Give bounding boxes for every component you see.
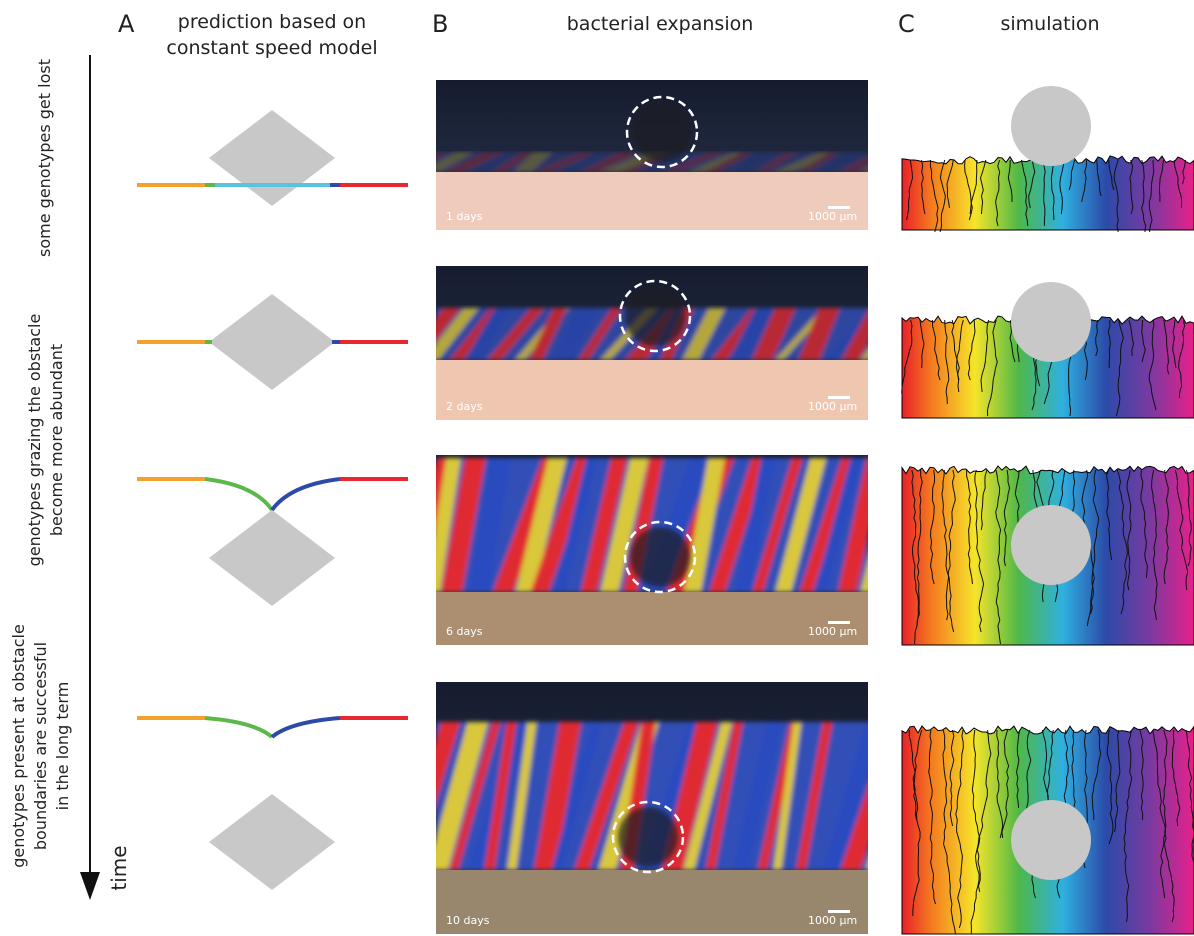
- row-label: genotypes grazing the obstacle: [25, 314, 44, 567]
- micrograph: 2 days 1000 μm: [405, 266, 908, 420]
- row-label: boundaries are successful: [31, 642, 50, 850]
- scale-label: 1000 μm: [808, 400, 857, 413]
- agar: [436, 360, 868, 420]
- micrograph: 10 days 1000 μm: [397, 682, 921, 934]
- row-label: become more abundant: [47, 344, 66, 536]
- row-label: in the long term: [53, 682, 72, 811]
- panel-a: [137, 110, 408, 890]
- panel-heading: simulation: [1000, 13, 1099, 35]
- panel-heading: constant speed model: [166, 37, 377, 59]
- shadow: [618, 807, 678, 867]
- panel-heading: prediction based on: [178, 11, 366, 33]
- panel-letter: A: [118, 10, 135, 38]
- panel-letter: C: [898, 10, 915, 38]
- obstacle: [1011, 282, 1091, 362]
- obstacle: [1011, 800, 1091, 880]
- time-label: time: [107, 845, 131, 890]
- day-label: 10 days: [446, 914, 490, 927]
- figure: A prediction based on constant speed mod…: [0, 0, 1194, 936]
- scale-label: 1000 μm: [808, 210, 857, 223]
- row-label: some genotypes get lost: [35, 59, 54, 257]
- micrograph: 1 days 1000 μm: [396, 80, 915, 230]
- scale-label: 1000 μm: [808, 625, 857, 638]
- simulation-front: [902, 156, 1194, 230]
- agar: [436, 592, 868, 645]
- shadow: [630, 527, 690, 587]
- agar: [436, 172, 868, 230]
- obstacle: [1011, 86, 1091, 166]
- scale-bar: [828, 621, 850, 624]
- day-label: 2 days: [446, 400, 483, 413]
- micrograph: 6 days 1000 μm: [397, 455, 911, 645]
- day-label: 1 days: [446, 210, 483, 223]
- scale-label: 1000 μm: [808, 914, 857, 927]
- agar: [436, 870, 868, 934]
- day-label: 6 days: [446, 625, 483, 638]
- obstacle: [1011, 505, 1091, 585]
- panel-letter: B: [432, 10, 448, 38]
- panel-heading: bacterial expansion: [567, 13, 754, 35]
- scale-bar: [828, 206, 850, 209]
- shadow: [632, 102, 692, 162]
- scale-bar: [828, 910, 850, 913]
- shadow: [625, 286, 685, 346]
- scale-bar: [828, 396, 850, 399]
- arrow-head: [80, 872, 100, 900]
- row-label: genotypes present at obstacle: [9, 624, 28, 868]
